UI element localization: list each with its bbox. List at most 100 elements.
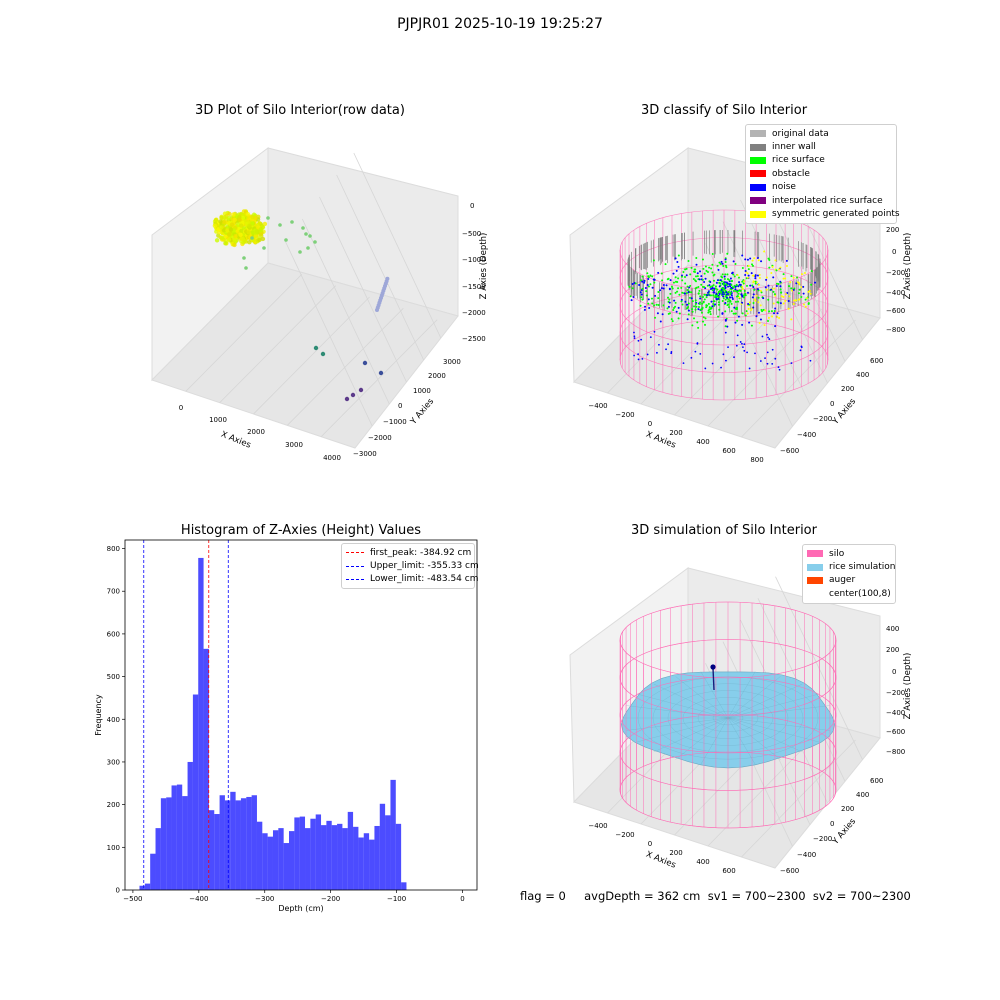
point <box>672 308 675 311</box>
point <box>640 296 643 299</box>
point <box>804 305 807 308</box>
point <box>247 240 252 245</box>
classify-silo-wireframe <box>619 209 829 401</box>
point <box>775 269 778 272</box>
point <box>718 261 721 264</box>
point <box>729 299 732 302</box>
point <box>777 366 780 369</box>
point <box>724 273 727 276</box>
histogram-bar <box>144 883 151 890</box>
point <box>768 310 771 313</box>
point <box>653 330 656 333</box>
point <box>690 291 693 294</box>
point <box>667 312 670 315</box>
point <box>711 289 714 292</box>
point <box>686 285 689 288</box>
point <box>675 269 678 272</box>
point <box>694 299 697 302</box>
point <box>727 346 729 349</box>
raw-y-tick: 1000 <box>413 387 431 395</box>
point <box>701 278 704 281</box>
point <box>646 353 649 356</box>
raw-plot-3d: 0 1000 2000 3000 4000 −3000 −2000 −1000 … <box>151 147 489 462</box>
point <box>697 292 700 295</box>
point <box>784 299 787 302</box>
point <box>687 259 690 262</box>
point <box>705 306 708 309</box>
point <box>232 217 237 223</box>
point <box>757 296 760 299</box>
point <box>724 325 727 328</box>
histogram-bar <box>347 811 354 890</box>
histogram-bar <box>390 779 396 890</box>
point <box>239 228 244 234</box>
point <box>704 277 707 280</box>
point <box>358 387 364 393</box>
point <box>764 357 766 360</box>
point <box>807 290 810 293</box>
histogram-bar <box>289 831 295 890</box>
point <box>771 315 774 318</box>
point <box>667 305 670 308</box>
raw-x-tick: 1000 <box>209 416 227 424</box>
point <box>677 277 680 280</box>
point <box>751 259 754 262</box>
y-tick-label: 400 <box>107 716 120 724</box>
point <box>729 291 732 294</box>
point <box>724 298 727 301</box>
point <box>756 274 759 277</box>
histogram-bar <box>294 817 300 890</box>
point <box>717 315 720 318</box>
point <box>752 302 755 305</box>
raw-z-tick: −1500 <box>462 283 486 291</box>
point <box>768 259 771 262</box>
point <box>773 310 776 313</box>
point <box>802 285 805 288</box>
point <box>741 286 744 289</box>
point <box>657 291 660 294</box>
histogram-bars <box>139 557 407 890</box>
point <box>754 280 757 283</box>
x-tick-label: −300 <box>255 895 274 903</box>
point <box>655 303 658 306</box>
point <box>213 217 219 223</box>
point <box>660 287 663 290</box>
point <box>724 295 727 298</box>
point <box>762 308 765 311</box>
point <box>696 272 699 275</box>
point <box>649 274 652 277</box>
histogram-reference-lines <box>143 540 229 890</box>
point <box>637 339 640 342</box>
sim-z-tick: −200 <box>886 689 905 697</box>
point <box>722 264 725 267</box>
point <box>706 304 709 307</box>
point <box>712 291 715 294</box>
histogram-bar <box>379 803 386 890</box>
point <box>703 293 706 296</box>
point <box>684 282 687 285</box>
sim-z-tick: −600 <box>886 728 905 736</box>
point <box>677 306 680 309</box>
point <box>788 295 791 298</box>
histogram-bar <box>283 843 290 890</box>
point <box>717 268 720 271</box>
point <box>767 284 770 287</box>
point <box>738 281 741 284</box>
point <box>746 351 748 354</box>
y-tick-label: 700 <box>107 588 120 596</box>
point <box>675 310 678 313</box>
point <box>743 349 746 352</box>
point <box>690 297 693 300</box>
point <box>735 283 738 286</box>
point <box>682 362 685 365</box>
point <box>749 284 752 287</box>
cls-y-tick: −600 <box>780 447 799 455</box>
point <box>676 290 679 293</box>
point <box>742 296 745 299</box>
point <box>672 281 675 284</box>
point <box>798 283 801 286</box>
point <box>214 238 220 243</box>
raw-plot-panes <box>151 147 459 449</box>
point <box>681 279 684 282</box>
point <box>223 241 228 246</box>
